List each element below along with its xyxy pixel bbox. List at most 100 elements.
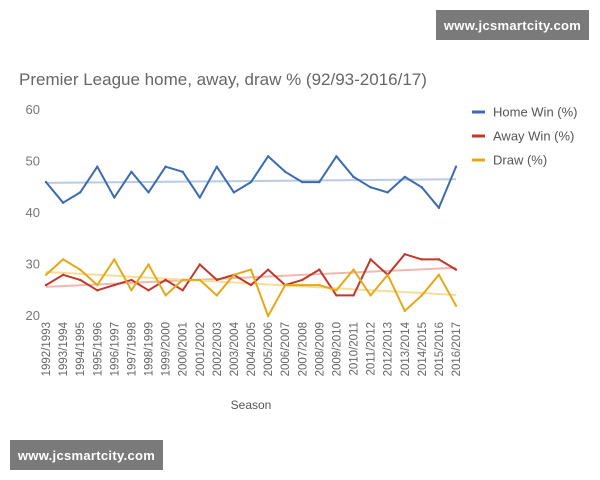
- x-tick-label: 2000/2001: [178, 322, 190, 376]
- x-tick-label: 2004/2005: [246, 322, 258, 376]
- data-point: [44, 273, 48, 276]
- data-point: [147, 191, 150, 194]
- x-tick-label: 2006/2007: [280, 322, 292, 376]
- data-point: [96, 289, 99, 292]
- data-point: [130, 289, 133, 292]
- y-tick-label: 40: [26, 205, 40, 220]
- data-point: [352, 294, 355, 297]
- x-tick-label: 1992/1993: [41, 322, 53, 376]
- data-point: [266, 314, 270, 318]
- data-point: [386, 273, 389, 276]
- data-point: [147, 289, 150, 292]
- data-point: [78, 268, 82, 271]
- data-point: [249, 268, 253, 271]
- data-point: [301, 278, 304, 282]
- y-tick-label: 60: [26, 102, 40, 117]
- data-point: [386, 191, 389, 194]
- x-tick-label: 2010/2011: [349, 322, 361, 376]
- y-tick-label: 20: [26, 308, 40, 323]
- x-tick-label: 2001/2002: [195, 322, 207, 376]
- data-point: [96, 283, 99, 287]
- data-point: [437, 273, 441, 276]
- data-point: [454, 165, 458, 168]
- data-point: [454, 304, 458, 307]
- x-tick-label: 2005/2006: [263, 322, 275, 376]
- x-tick-label: 2016/2017: [451, 322, 463, 376]
- watermark-top: www.jcsmartcity.com: [436, 10, 589, 40]
- x-tick-label: 2013/2014: [400, 321, 412, 376]
- data-point: [249, 283, 253, 287]
- data-point: [232, 191, 236, 194]
- x-tick-label: 2007/2008: [297, 322, 309, 376]
- trendline: [45, 266, 457, 288]
- data-point: [249, 180, 253, 184]
- data-point: [420, 258, 424, 261]
- trendline: [45, 270, 457, 297]
- data-point: [164, 278, 167, 282]
- x-axis-title: Season: [231, 398, 272, 412]
- data-point: [130, 170, 133, 173]
- watermark-bottom: www.jcsmartcity.com: [10, 440, 163, 470]
- data-point: [164, 294, 167, 297]
- data-point: [215, 278, 219, 282]
- y-tick-label: 50: [26, 154, 40, 169]
- data-point: [335, 289, 338, 292]
- x-tick-label: 1994/1995: [75, 322, 87, 376]
- data-point: [369, 186, 372, 189]
- data-point: [181, 289, 184, 292]
- legend-label: Home Win (%): [493, 105, 578, 120]
- data-point: [266, 155, 270, 158]
- x-tick-label: 1997/1998: [126, 322, 138, 376]
- data-point: [61, 201, 65, 204]
- data-point: [352, 175, 355, 179]
- data-point: [198, 278, 201, 282]
- data-point: [113, 196, 116, 199]
- data-point: [44, 180, 48, 184]
- data-point: [181, 278, 184, 282]
- data-point: [61, 258, 65, 261]
- data-point: [113, 258, 116, 261]
- chart-title: Premier League home, away, draw % (92/93…: [19, 70, 427, 89]
- x-tick-label: 2008/2009: [314, 322, 326, 376]
- data-point: [369, 258, 372, 261]
- data-point: [301, 283, 304, 287]
- data-point: [61, 273, 65, 276]
- data-point: [420, 186, 424, 189]
- data-point: [215, 294, 219, 297]
- x-tick-label: 1993/1994: [58, 321, 70, 376]
- data-point: [454, 268, 458, 271]
- data-point: [318, 283, 321, 287]
- data-point: [113, 283, 116, 287]
- data-point: [301, 180, 304, 184]
- x-tick-label: 2014/2015: [417, 322, 429, 376]
- data-point: [198, 263, 201, 266]
- data-point: [198, 196, 201, 199]
- data-point: [164, 165, 167, 168]
- data-point: [283, 283, 287, 287]
- data-point: [266, 268, 270, 271]
- data-point: [44, 283, 48, 287]
- data-point: [403, 309, 406, 313]
- x-tick-label: 2012/2013: [383, 322, 395, 376]
- data-point: [147, 263, 150, 266]
- data-point: [318, 180, 321, 184]
- data-point: [437, 258, 441, 261]
- data-point: [181, 170, 184, 173]
- data-point: [96, 165, 99, 168]
- data-point: [78, 191, 82, 194]
- data-point: [335, 155, 338, 158]
- data-point: [283, 170, 287, 173]
- data-point: [318, 268, 321, 271]
- x-tick-label: 1995/1996: [92, 322, 104, 376]
- x-tick-label: 2002/2003: [212, 322, 224, 376]
- x-tick-label: 2011/2012: [366, 322, 378, 376]
- data-point: [420, 294, 424, 297]
- data-point: [437, 206, 441, 210]
- x-tick-label: 2009/2010: [331, 322, 343, 376]
- data-point: [369, 294, 372, 297]
- data-point: [130, 278, 133, 282]
- legend-label: Away Win (%): [493, 129, 574, 144]
- x-tick-label: 1996/1997: [109, 322, 121, 376]
- legend-label: Draw (%): [493, 153, 547, 168]
